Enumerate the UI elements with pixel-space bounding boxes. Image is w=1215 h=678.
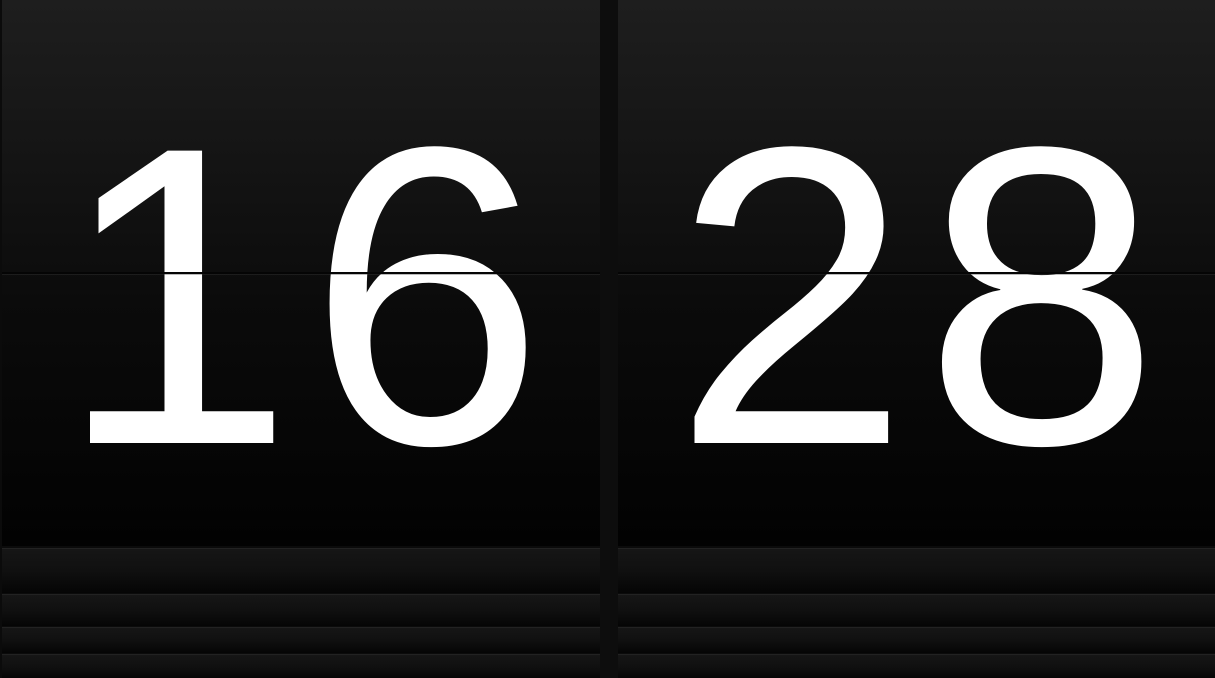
minutes-card-stack-layer	[618, 627, 1215, 653]
minutes-hinge-shadow	[618, 274, 1215, 275]
minutes-panel: 28	[618, 0, 1215, 678]
minutes-card: 28	[618, 0, 1215, 546]
hours-card: 16	[2, 0, 600, 546]
minutes-card-stack-layer	[618, 594, 1215, 626]
panel-divider	[600, 0, 618, 678]
hours-panel: 16	[2, 0, 600, 678]
hours-digits: 16	[57, 59, 559, 534]
hours-card-stack-layer	[2, 548, 600, 593]
minutes-card-stack-layer	[618, 548, 1215, 593]
minutes-hinge-line	[618, 272, 1215, 274]
hours-card-stack-layer	[2, 627, 600, 653]
minutes-digits: 28	[673, 59, 1174, 534]
hours-hinge-line	[2, 272, 600, 274]
hours-card-stack-layer	[2, 654, 600, 678]
hours-card-stack-layer	[2, 594, 600, 626]
minutes-card-stack-layer	[618, 654, 1215, 678]
hours-hinge-shadow	[2, 274, 600, 275]
